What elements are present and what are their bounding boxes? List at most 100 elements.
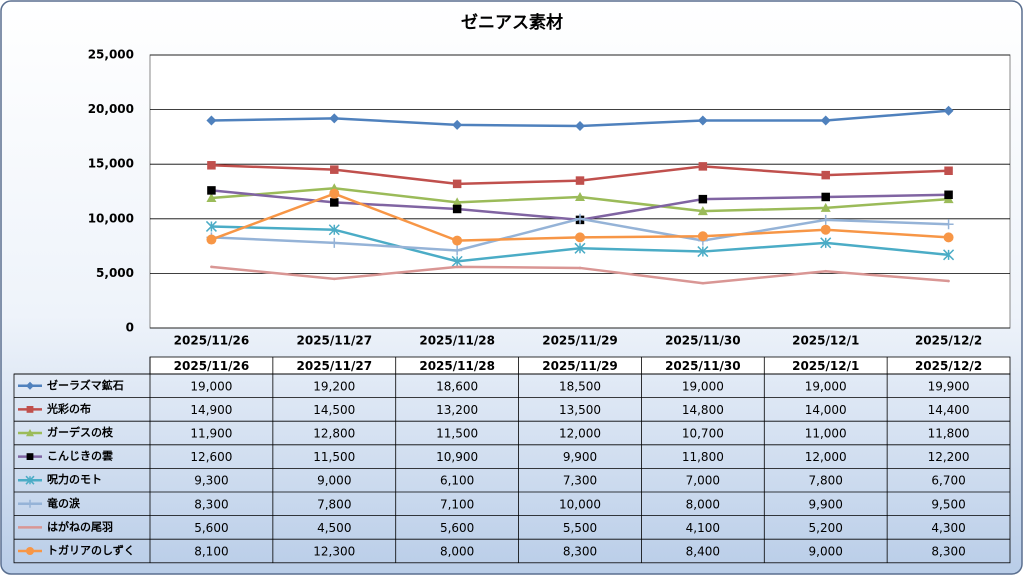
point bbox=[210, 265, 213, 269]
y-tick-label: 20,000 bbox=[88, 102, 134, 116]
marker bbox=[575, 120, 585, 131]
x-tick-label: 2025/11/28 bbox=[419, 334, 495, 348]
y-tick-label: 0 bbox=[126, 321, 134, 335]
table-cell: 11,800 bbox=[682, 450, 724, 464]
table-cell: 19,000 bbox=[682, 379, 724, 393]
table-cell: 7,800 bbox=[317, 497, 351, 511]
x-tick-label: 2025/12/1 bbox=[792, 334, 859, 348]
table-cell: 11,500 bbox=[436, 427, 478, 441]
marker bbox=[821, 192, 830, 202]
table-header: 2025/11/30 bbox=[665, 359, 741, 373]
x-tick-label: 2025/11/27 bbox=[297, 334, 373, 348]
table-header: 2025/12/1 bbox=[792, 359, 859, 373]
marker bbox=[452, 235, 463, 246]
table-cell: 4,300 bbox=[931, 521, 965, 535]
marker bbox=[205, 220, 217, 232]
legend-label: こんじきの雲 bbox=[47, 450, 113, 463]
table-header: 2025/11/26 bbox=[174, 359, 250, 373]
marker bbox=[575, 191, 585, 201]
table-header: 2025/11/27 bbox=[297, 359, 373, 373]
marker bbox=[574, 242, 586, 254]
marker bbox=[329, 113, 340, 124]
point bbox=[578, 266, 582, 270]
table-cell: 14,800 bbox=[682, 403, 724, 417]
table-cell: 11,000 bbox=[805, 427, 847, 441]
marker bbox=[329, 188, 340, 199]
table-cell: 5,600 bbox=[440, 521, 474, 535]
table-cell: 12,000 bbox=[559, 427, 601, 441]
marker bbox=[26, 547, 34, 555]
marker bbox=[820, 115, 831, 126]
table-cell: 4,100 bbox=[686, 521, 720, 535]
marker bbox=[206, 193, 217, 203]
marker bbox=[452, 119, 463, 130]
y-tick-label: 15,000 bbox=[88, 157, 134, 171]
marker bbox=[328, 224, 340, 236]
table-cell: 19,200 bbox=[313, 379, 355, 393]
marker bbox=[821, 170, 830, 180]
table-cell: 10,000 bbox=[559, 497, 601, 511]
table-cell: 5,500 bbox=[563, 521, 597, 535]
table-cell: 11,500 bbox=[313, 450, 355, 464]
marker bbox=[25, 475, 35, 485]
marker bbox=[26, 381, 34, 390]
marker bbox=[697, 115, 708, 126]
marker bbox=[452, 179, 462, 189]
table-cell: 7,000 bbox=[686, 474, 720, 488]
marker bbox=[26, 453, 34, 460]
marker bbox=[944, 190, 953, 200]
table-cell: 6,100 bbox=[440, 474, 474, 488]
table-cell: 11,900 bbox=[190, 427, 232, 441]
table-cell: 10,700 bbox=[682, 427, 724, 441]
marker bbox=[206, 115, 217, 126]
table-cell: 19,000 bbox=[190, 379, 232, 393]
table-cell: 12,600 bbox=[190, 450, 232, 464]
point bbox=[701, 281, 705, 285]
table-cell: 7,300 bbox=[563, 474, 597, 488]
table-cell: 18,500 bbox=[559, 379, 601, 393]
y-tick-label: 25,000 bbox=[88, 48, 134, 62]
marker bbox=[452, 245, 463, 256]
point bbox=[824, 269, 828, 273]
marker bbox=[26, 406, 34, 413]
table-cell: 12,300 bbox=[313, 545, 355, 559]
chart-title: ゼニアス素材 bbox=[461, 12, 563, 33]
table-cell: 18,600 bbox=[436, 379, 478, 393]
table-cell: 8,000 bbox=[686, 497, 720, 511]
table-cell: 5,600 bbox=[194, 521, 228, 535]
marker bbox=[451, 255, 463, 267]
legend-label: ゼーラズマ鉱石 bbox=[47, 378, 124, 392]
table-cell: 8,400 bbox=[686, 545, 720, 559]
table-cell: 5,200 bbox=[809, 521, 843, 535]
x-tick-label: 2025/11/29 bbox=[542, 334, 618, 348]
legend-label: 呪力のモト bbox=[47, 472, 102, 486]
marker bbox=[26, 429, 34, 437]
table-cell: 9,900 bbox=[563, 450, 597, 464]
marker bbox=[697, 246, 709, 258]
table-cell: 12,000 bbox=[805, 450, 847, 464]
table-cell: 8,300 bbox=[194, 497, 228, 511]
table-cell: 10,900 bbox=[436, 450, 478, 464]
marker bbox=[452, 197, 463, 207]
marker bbox=[697, 206, 708, 216]
marker bbox=[26, 499, 34, 508]
legend-label: 竜の涙 bbox=[47, 496, 80, 510]
table-cell: 13,200 bbox=[436, 403, 478, 417]
table-cell: 14,400 bbox=[928, 403, 970, 417]
table-cell: 19,900 bbox=[928, 379, 970, 393]
legend-label: トガリアのしずく bbox=[47, 543, 135, 557]
marker bbox=[329, 237, 340, 248]
point bbox=[455, 265, 459, 269]
table-cell: 11,800 bbox=[928, 427, 970, 441]
table-cell: 7,800 bbox=[809, 474, 843, 488]
table-cell: 12,800 bbox=[313, 427, 355, 441]
x-tick-label: 2025/12/2 bbox=[915, 334, 982, 348]
table-cell: 8,300 bbox=[931, 545, 965, 559]
table-cell: 9,500 bbox=[931, 497, 965, 511]
marker bbox=[330, 198, 339, 207]
marker bbox=[943, 249, 955, 261]
legend-label: ガーデスの枝 bbox=[47, 425, 114, 439]
marker bbox=[330, 165, 339, 174]
table-cell: 14,000 bbox=[805, 403, 847, 417]
